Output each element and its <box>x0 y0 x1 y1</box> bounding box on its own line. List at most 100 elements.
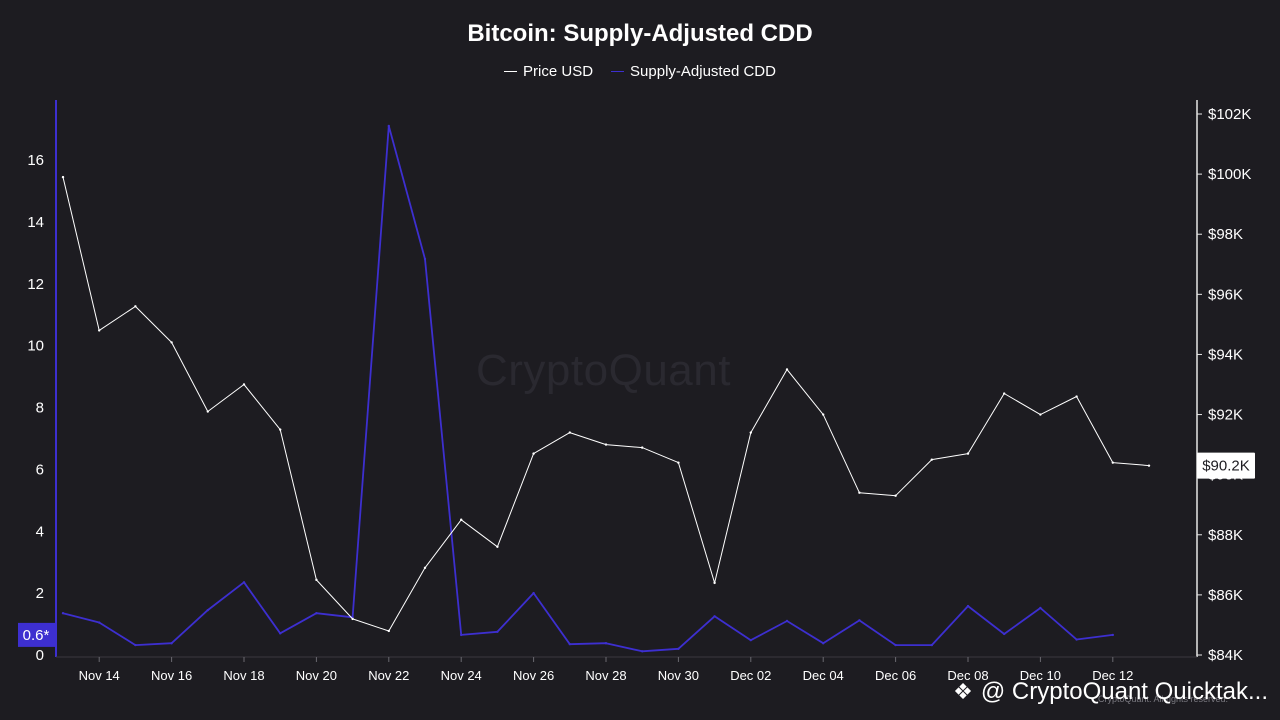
x-tick-label: Nov 22 <box>368 668 409 683</box>
price-series-point <box>894 494 897 497</box>
price-series-point <box>496 545 499 548</box>
cdd-series-point <box>677 647 680 651</box>
price-series-point <box>1075 395 1078 398</box>
binance-logo-icon: ❖ <box>953 679 973 704</box>
legend-label-cdd: Supply-Adjusted CDD <box>630 63 776 80</box>
price-last-value-label: $90.2K <box>1202 458 1250 475</box>
cdd-series-line <box>62 125 1113 653</box>
cdd-series-point <box>894 643 897 647</box>
cdd-series-point <box>242 581 246 584</box>
price-series-point <box>1003 392 1006 395</box>
price-series-point <box>170 341 173 344</box>
left-tick-label: 12 <box>27 276 44 293</box>
x-tick-label: Nov 16 <box>151 668 192 683</box>
price-series-point <box>966 452 970 455</box>
cdd-series-point <box>460 633 463 637</box>
left-tick-label: 6 <box>36 461 44 478</box>
price-series-point <box>677 461 680 464</box>
price-series-point <box>387 629 390 633</box>
cdd-series-point <box>387 124 390 128</box>
price-series-point <box>1039 413 1042 416</box>
cdd-series-point <box>1039 606 1042 610</box>
price-series-point <box>423 566 427 570</box>
cdd-series-point <box>61 612 65 615</box>
x-tick-label: Dec 04 <box>803 668 844 683</box>
cdd-series-point <box>170 642 173 645</box>
legend-item-price[interactable]: Price USD <box>504 63 593 80</box>
right-tick-label: $94K <box>1208 346 1243 363</box>
price-series-point <box>749 431 752 434</box>
price-series-point <box>641 446 644 449</box>
right-tick-label: $98K <box>1208 226 1243 243</box>
cdd-series-point <box>604 642 608 645</box>
watermark: CryptoQuant <box>476 346 731 395</box>
cdd-series-point <box>496 630 499 633</box>
price-series-point <box>206 410 209 413</box>
price-series-point <box>134 305 137 308</box>
left-tick-label: 4 <box>36 523 44 540</box>
cdd-series-point <box>1075 638 1078 641</box>
x-tick-label: Dec 02 <box>730 668 771 683</box>
x-tick-label: Nov 28 <box>585 668 626 683</box>
legend-swatch-price <box>504 71 518 72</box>
right-tick-label: $96K <box>1208 286 1243 303</box>
x-tick-label: Nov 20 <box>296 668 337 683</box>
x-tick-label: Dec 06 <box>875 668 916 683</box>
left-tick-label: 0 <box>36 647 44 664</box>
right-tick-label: $86K <box>1208 587 1243 604</box>
legend: Price USD Supply-Adjusted CDD <box>0 63 1280 80</box>
left-tick-label: 14 <box>27 214 44 231</box>
cdd-series-point <box>532 591 535 595</box>
cdd-series-point <box>1003 632 1006 636</box>
price-series-point <box>242 383 246 386</box>
left-tick-label: 10 <box>27 338 44 355</box>
x-tick-label: Nov 14 <box>79 668 120 683</box>
cdd-series-point <box>966 604 970 608</box>
right-tick-label: $84K <box>1208 647 1243 664</box>
cdd-series-point <box>641 650 644 653</box>
price-series-point <box>858 491 861 494</box>
left-tick-label: 2 <box>36 585 44 602</box>
chart-title: Bitcoin: Supply-Adjusted CDD <box>467 20 813 47</box>
price-series-point <box>315 578 318 582</box>
cdd-series-point <box>713 615 716 618</box>
legend-item-cdd[interactable]: Supply-Adjusted CDD <box>611 63 776 80</box>
x-tick-label: Dec 08 <box>947 668 988 683</box>
price-last-value-box <box>1197 452 1255 479</box>
price-series-point <box>279 428 282 431</box>
cdd-series-point <box>749 638 752 642</box>
cdd-series-point <box>1111 633 1115 637</box>
cdd-last-value-label: 0.6* <box>23 627 50 644</box>
cdd-series-point <box>930 643 933 647</box>
price-series-point <box>568 431 571 434</box>
right-tick-label: $100K <box>1208 166 1251 183</box>
cdd-series-point <box>822 642 825 645</box>
price-series-point <box>713 581 716 585</box>
price-series-point <box>1111 461 1115 464</box>
price-series-point <box>822 413 825 416</box>
cdd-series-point <box>423 257 427 261</box>
cdd-series-point <box>785 619 789 623</box>
x-tick-label: Nov 26 <box>513 668 554 683</box>
footer-attribution: CryptoQuant. All rights reserved. <box>1098 694 1229 704</box>
footer-brand: ❖ @ CryptoQuant Quicktak... <box>953 678 1268 706</box>
right-tick-label: $102K <box>1208 106 1251 123</box>
cdd-series-point <box>279 632 282 635</box>
price-series-point <box>532 452 535 455</box>
price-series-point <box>351 617 354 621</box>
price-series-point <box>98 329 101 332</box>
left-tick-label: 8 <box>36 400 44 417</box>
left-tick-label: 16 <box>27 152 44 169</box>
price-series-point <box>604 443 608 446</box>
price-series-line <box>62 176 1150 632</box>
x-tick-label: Dec 12 <box>1092 668 1133 683</box>
cdd-last-value-box <box>18 622 56 647</box>
price-series-point <box>785 368 789 371</box>
right-tick-label: $92K <box>1208 407 1243 424</box>
cdd-series-point <box>315 612 318 615</box>
price-series-point <box>61 175 65 179</box>
x-tick-label: Nov 18 <box>223 668 264 683</box>
cdd-series-point <box>98 621 101 624</box>
